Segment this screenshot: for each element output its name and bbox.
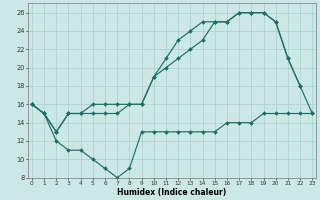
X-axis label: Humidex (Indice chaleur): Humidex (Indice chaleur) [117,188,227,197]
